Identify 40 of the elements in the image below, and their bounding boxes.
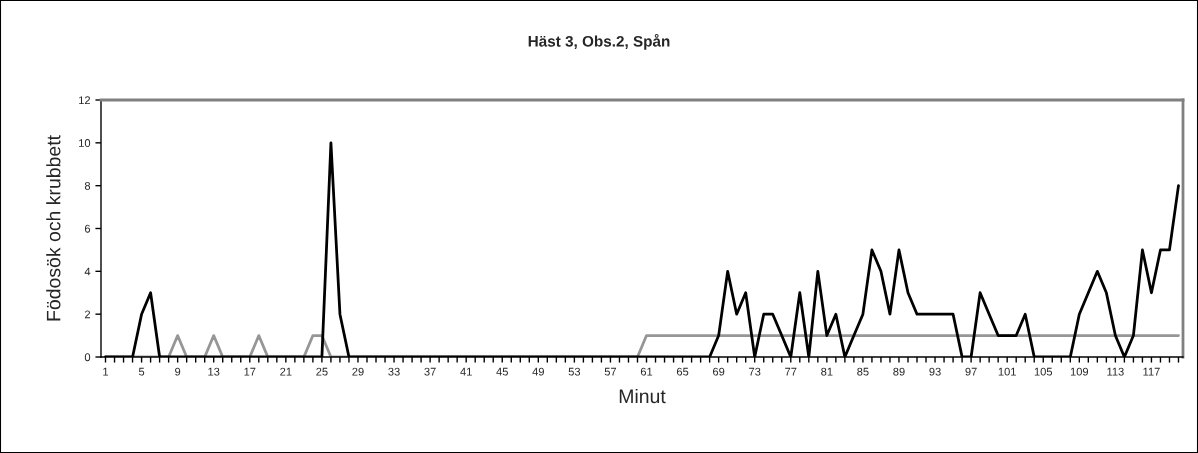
- x-tick-label: 93: [929, 367, 941, 376]
- y-tick-label: 8: [84, 181, 91, 190]
- x-tick-label: 73: [749, 367, 761, 376]
- x-tick-label: 9: [175, 367, 181, 376]
- y-tick-label: 10: [79, 139, 91, 147]
- y-tick-label: 2: [84, 310, 91, 319]
- x-tick-label: 97: [965, 367, 977, 376]
- y-tick-label: 6: [84, 224, 91, 233]
- x-tick-label: 49: [532, 367, 544, 376]
- x-tick-label: 1: [103, 367, 109, 376]
- x-tick-label: 13: [208, 367, 220, 376]
- x-tick-label: 41: [460, 367, 472, 376]
- x-tick-label: 81: [821, 367, 833, 376]
- x-tick-label: 37: [424, 367, 436, 376]
- x-tick-label: 21: [280, 367, 292, 376]
- x-tick-label: 33: [388, 367, 400, 376]
- x-tick-label: 109: [1070, 367, 1089, 376]
- x-tick-label: 105: [1034, 367, 1053, 376]
- y-tick-label: 12: [79, 96, 91, 105]
- x-tick-label: 61: [640, 367, 653, 376]
- x-tick-label: 89: [893, 367, 905, 376]
- y-tick-label: 0: [84, 353, 91, 362]
- y-axis-title: Födosök och krubbett: [46, 135, 61, 321]
- chart-title: Häst 3, Obs.2, Spån: [528, 33, 670, 50]
- x-tick-label: 45: [496, 367, 508, 376]
- x-axis-title: Minut: [619, 388, 666, 404]
- x-tick-label: 113: [1107, 367, 1124, 376]
- x-tick-label: 101: [998, 367, 1016, 376]
- x-tick-label: 29: [352, 367, 364, 376]
- x-tick-label: 117: [1143, 367, 1160, 376]
- x-tick-label: 53: [568, 367, 581, 376]
- x-tick-label: 5: [138, 367, 145, 376]
- x-tick-label: 65: [676, 367, 689, 376]
- y-tick-label: 4: [84, 267, 91, 276]
- x-tick-label: 25: [316, 367, 328, 376]
- x-tick-label: 69: [713, 367, 725, 376]
- x-tick-label: 57: [604, 367, 617, 376]
- x-tick-label: 17: [244, 367, 256, 376]
- x-tick-label: 77: [785, 367, 797, 376]
- x-tick-label: 85: [857, 367, 869, 376]
